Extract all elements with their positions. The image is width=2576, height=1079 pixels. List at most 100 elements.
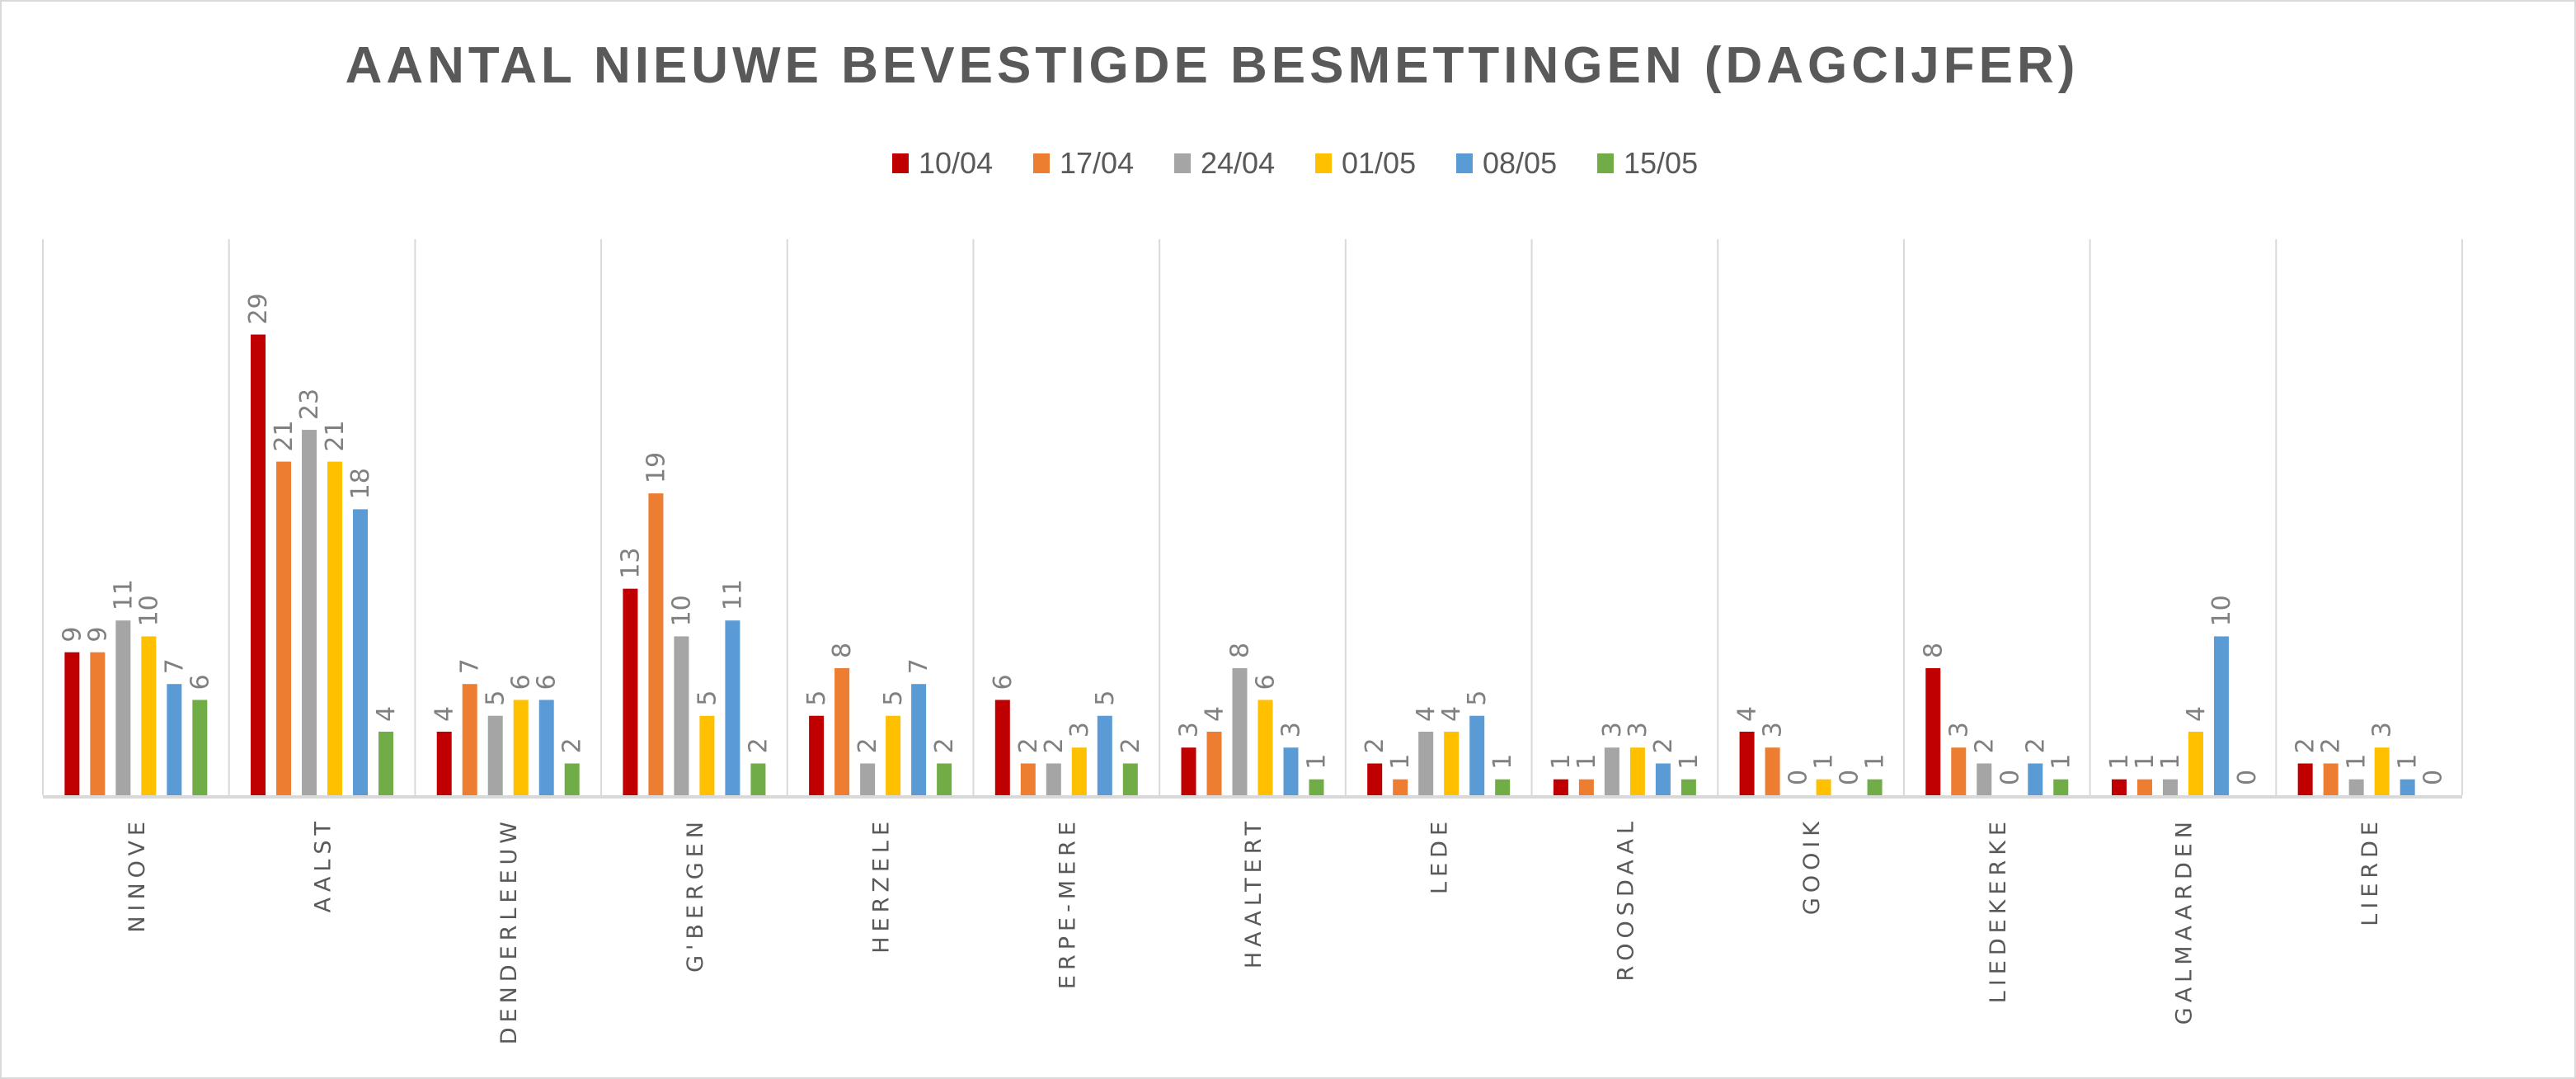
bar-15-05 bbox=[750, 763, 766, 795]
data-label: 6 bbox=[507, 674, 536, 690]
data-label: 2 bbox=[1040, 737, 1069, 753]
bar-15-05 bbox=[1681, 779, 1696, 795]
data-label: 0 bbox=[1784, 770, 1813, 785]
bar-17-04 bbox=[2136, 779, 2152, 795]
bar-17-04 bbox=[1578, 779, 1594, 795]
data-label: 5 bbox=[482, 690, 510, 706]
bar-08-05 bbox=[725, 620, 740, 795]
legend-item: 10/04 bbox=[892, 146, 993, 180]
legend-label: 15/05 bbox=[1624, 146, 1698, 180]
bar-10-04 bbox=[2111, 779, 2127, 795]
data-label: 4 bbox=[1412, 706, 1441, 722]
data-label: 6 bbox=[1252, 674, 1281, 690]
data-label: 5 bbox=[1463, 690, 1492, 706]
bar-10-04 bbox=[1367, 763, 1383, 795]
bar-01-05 bbox=[327, 461, 343, 795]
bar-15-05 bbox=[2053, 779, 2069, 795]
data-label: 0 bbox=[2233, 770, 2262, 785]
legend: 10/04 17/04 24/04 01/05 08/05 15/05 bbox=[892, 146, 1698, 180]
data-label: 2 bbox=[2021, 737, 2050, 753]
bar-24-04 bbox=[1604, 747, 1619, 795]
data-label: 1 bbox=[2343, 754, 2372, 770]
data-label: 1 bbox=[1386, 754, 1415, 770]
data-label: 10 bbox=[134, 595, 163, 626]
data-label: 1 bbox=[1572, 754, 1601, 770]
data-label: 5 bbox=[1091, 690, 1120, 706]
bar-15-05 bbox=[1867, 779, 1883, 795]
bar-15-05 bbox=[1309, 779, 1324, 795]
data-label: 2 bbox=[1649, 737, 1678, 753]
bar-01-05 bbox=[699, 715, 715, 795]
data-label: 1 bbox=[1547, 754, 1576, 770]
gridlines bbox=[42, 239, 2463, 799]
bar-17-04 bbox=[276, 461, 292, 795]
data-label: 4 bbox=[1437, 706, 1466, 722]
data-label: 1 bbox=[1861, 754, 1890, 770]
data-label: 6 bbox=[533, 674, 562, 690]
data-label: 0 bbox=[2419, 770, 2448, 785]
data-label: 2 bbox=[930, 737, 959, 753]
data-label: 10 bbox=[667, 595, 696, 626]
data-label: 1 bbox=[2394, 754, 2423, 770]
data-label: 29 bbox=[244, 293, 273, 324]
category-label: LIEDEKERKE bbox=[1986, 817, 2011, 1003]
bar-08-05 bbox=[167, 684, 182, 795]
data-label: 9 bbox=[83, 627, 112, 643]
category-label: ERPE-MERE bbox=[1055, 817, 1080, 989]
data-label: 1 bbox=[2105, 754, 2134, 770]
legend-swatch bbox=[1174, 153, 1191, 173]
bar-01-05 bbox=[1071, 747, 1087, 795]
data-label: 2 bbox=[744, 737, 773, 753]
bar-24-04 bbox=[115, 620, 131, 795]
bar-17-04 bbox=[1206, 731, 1222, 795]
data-label: 2 bbox=[2292, 737, 2320, 753]
bar-24-04 bbox=[487, 715, 503, 795]
bar-01-05 bbox=[886, 715, 901, 795]
bar-24-04 bbox=[860, 763, 876, 795]
data-label: 4 bbox=[2182, 706, 2211, 722]
data-label: 3 bbox=[1277, 722, 1306, 737]
category-label: DENDERLEEUW bbox=[496, 817, 522, 1044]
data-label: 18 bbox=[346, 468, 375, 499]
bar-24-04 bbox=[1046, 763, 1061, 795]
data-label: 6 bbox=[186, 674, 214, 690]
data-label: 4 bbox=[1201, 706, 1229, 722]
legend-item: 24/04 bbox=[1174, 146, 1275, 180]
bar-08-05 bbox=[538, 700, 554, 795]
legend-label: 17/04 bbox=[1060, 146, 1134, 180]
legend-swatch bbox=[1456, 153, 1473, 173]
legend-swatch bbox=[1597, 153, 1614, 173]
data-label: 3 bbox=[1175, 722, 1204, 737]
data-label: 1 bbox=[1675, 754, 1704, 770]
legend-swatch bbox=[1033, 153, 1050, 173]
data-label: 0 bbox=[1995, 770, 2024, 785]
category-labels: NINOVE AALST DENDERLEEUW G'BERGEN HERZELE ERP… bbox=[125, 817, 2383, 1044]
bar-01-05 bbox=[1816, 779, 1831, 795]
bar-10-04 bbox=[1925, 667, 1941, 795]
data-label: 2 bbox=[2317, 737, 2346, 753]
data-label: 11 bbox=[718, 579, 747, 610]
legend-item: 01/05 bbox=[1315, 146, 1416, 180]
bar-10-04 bbox=[1553, 779, 1568, 795]
data-label: 2 bbox=[1970, 737, 1999, 753]
category-label: GALMAARDEN bbox=[2171, 817, 2197, 1025]
bar-15-05 bbox=[1122, 763, 1138, 795]
bar-01-05 bbox=[1257, 700, 1273, 795]
bar-15-05 bbox=[1495, 779, 1511, 795]
bar-17-04 bbox=[2323, 763, 2339, 795]
data-label: 2 bbox=[1116, 737, 1145, 753]
data-label: 1 bbox=[1810, 754, 1839, 770]
category-label: ROOSDAAL bbox=[1613, 817, 1638, 981]
bar-10-04 bbox=[1739, 731, 1755, 795]
category-label: LIERDE bbox=[2357, 817, 2383, 926]
bar-10-04 bbox=[251, 334, 266, 795]
legend-item: 15/05 bbox=[1597, 146, 1698, 180]
data-label: 2 bbox=[853, 737, 882, 753]
data-label: 23 bbox=[295, 389, 324, 420]
bar-17-04 bbox=[462, 684, 477, 795]
data-label: 19 bbox=[642, 452, 670, 483]
data-label: 7 bbox=[160, 658, 189, 674]
bar-24-04 bbox=[1418, 731, 1434, 795]
